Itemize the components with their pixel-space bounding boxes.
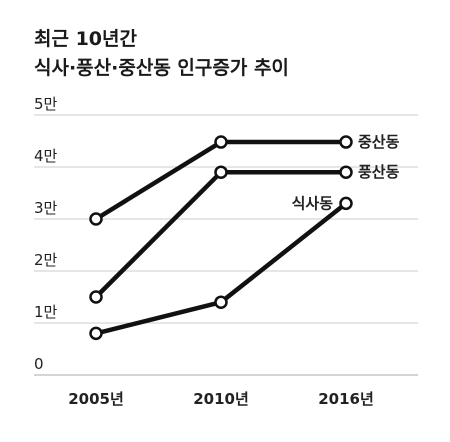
data-point (89, 326, 103, 341)
data-point (214, 165, 228, 179)
y-tick-label: 3만 (34, 199, 58, 217)
series-label: 풍산동 (358, 163, 400, 181)
data-point (214, 295, 228, 309)
y-tick-label: 5만 (34, 95, 58, 113)
series-3: 식사동 (89, 194, 353, 341)
y-tick-label: 2만 (34, 251, 58, 269)
y-tick-label: 1만 (34, 303, 58, 321)
series-1: 중산동 (89, 133, 400, 226)
data-point (214, 135, 228, 149)
data-point (339, 135, 353, 149)
series-line (93, 201, 349, 336)
data-point (89, 212, 103, 226)
y-axis-ticks: 0 1만 2만 3만 4만 5만 (34, 95, 58, 373)
x-tick-label: 2016년 (318, 390, 374, 408)
chart-title: 최근 10년간 (34, 28, 137, 50)
data-point (89, 290, 103, 304)
x-axis-ticks: 2005년 2010년 2016년 (68, 390, 374, 408)
x-tick-label: 2005년 (68, 390, 124, 408)
data-point (339, 196, 353, 211)
data-point (339, 165, 353, 179)
x-tick-label: 2010년 (193, 390, 249, 408)
series-2: 풍산동 (89, 163, 400, 304)
y-tick-label: 4만 (34, 147, 58, 165)
chart-subtitle: 식사·풍산·중산동 인구증가 추이 (34, 57, 289, 79)
series-label: 중산동 (358, 133, 400, 151)
series-label: 식사동 (292, 194, 334, 212)
y-tick-label: 0 (34, 355, 44, 373)
